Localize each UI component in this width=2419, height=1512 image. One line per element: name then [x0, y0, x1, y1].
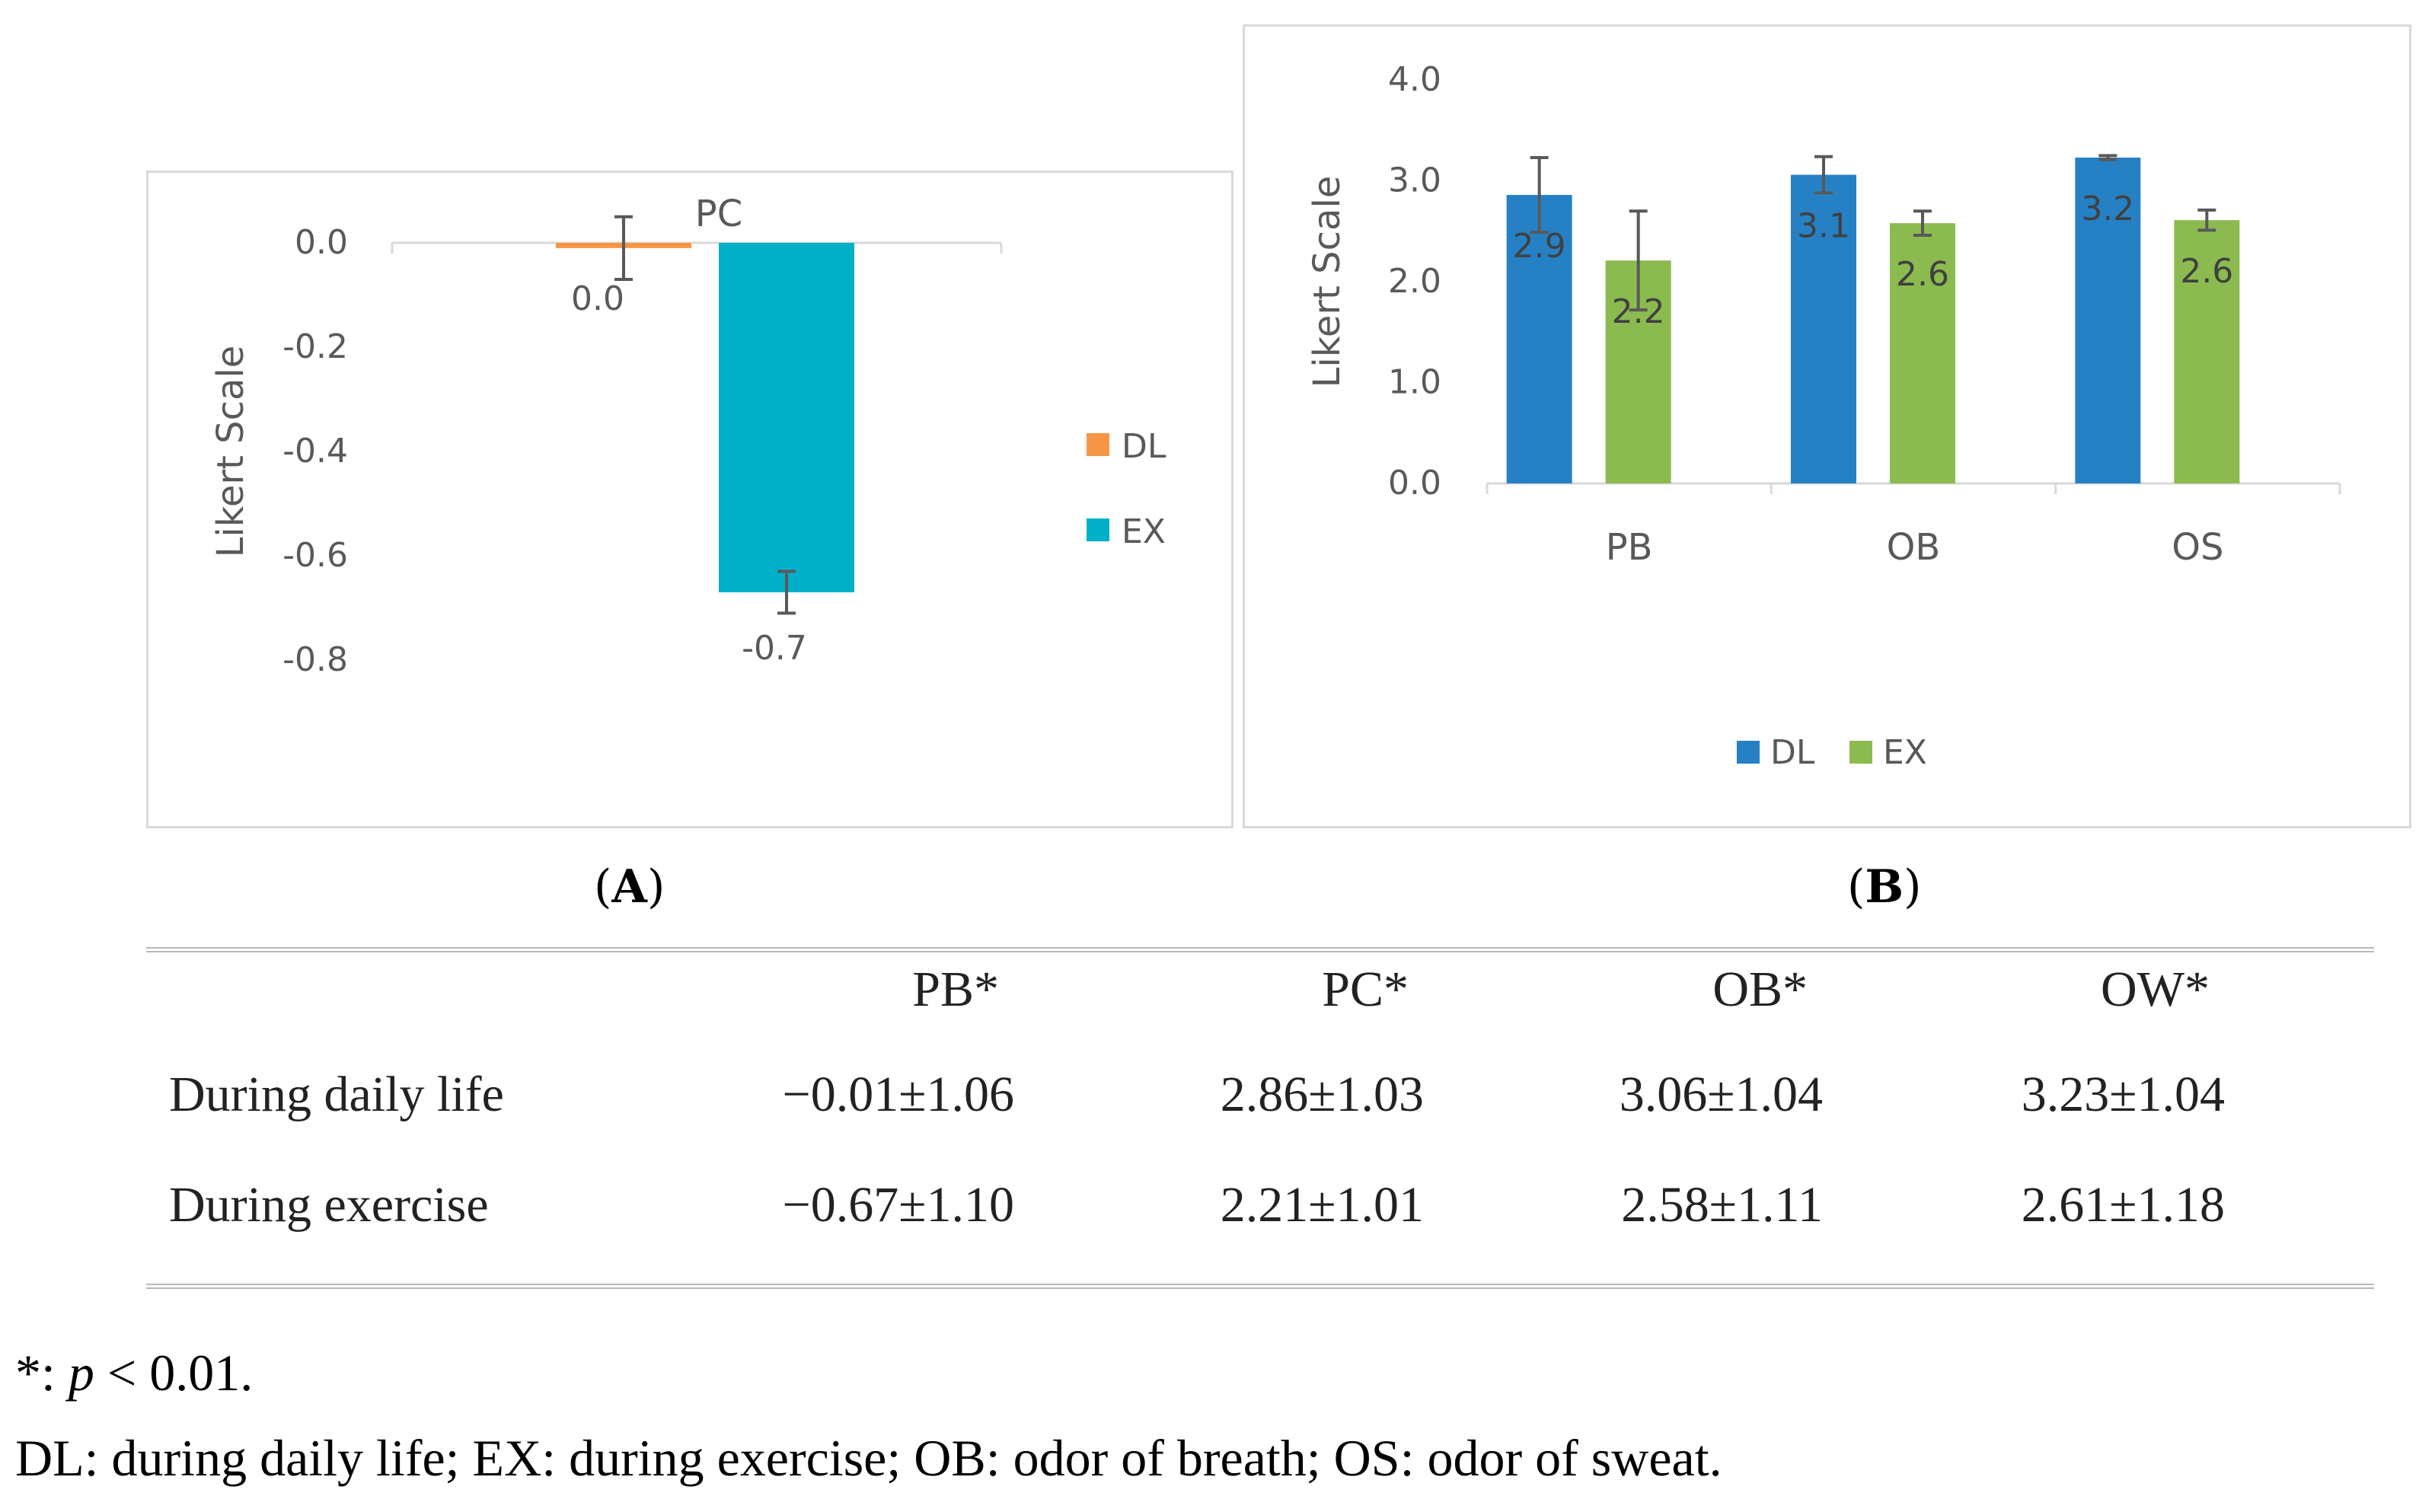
bar-ex: [719, 243, 854, 592]
table-header-pc: PC*: [1322, 962, 1409, 1017]
data-label: 2.6: [1896, 255, 1949, 294]
table-row-label-daily-life: During daily life: [169, 1067, 504, 1122]
table-header-ow: OW*: [2101, 962, 2210, 1017]
panel-label-b: (B): [1847, 860, 1922, 914]
table-cell: 3.06±1.04: [1619, 1067, 1823, 1122]
table-cell: 2.58±1.11: [1621, 1177, 1823, 1233]
data-label: -0.7: [742, 629, 807, 668]
table-header-ob: OB*: [1712, 962, 1808, 1017]
chart-panel-a: 0.0 -0.2 -0.4 -0.6 -0.8 Likert Scale PC 0.0 -0.7…: [146, 171, 1233, 828]
y-tick-label: 1.0: [1388, 363, 1441, 402]
table-cell: 2.21±1.01: [1220, 1177, 1424, 1233]
chart-a-svg: 0.0 -0.2 -0.4 -0.6 -0.8 Likert Scale PC 0.0 -0.7…: [209, 193, 1166, 679]
y-tick-label: 0.0: [1388, 464, 1441, 502]
bar-ex: [2174, 220, 2240, 483]
y-tick-label: 4.0: [1388, 60, 1441, 99]
table-cell: 2.61±1.18: [2021, 1177, 2225, 1233]
data-label: 3.1: [1797, 207, 1850, 246]
chart-title: PC: [695, 193, 742, 235]
table-row-label-exercise: During exercise: [169, 1177, 489, 1233]
y-tick-label: -0.6: [282, 536, 348, 575]
y-tick-label: -0.8: [282, 640, 348, 679]
x-tick-label: PB: [1606, 526, 1653, 569]
significance-rest: < 0.01.: [94, 1344, 254, 1402]
significance-note: *: p < 0.01.: [15, 1343, 253, 1403]
table-header-pb: PB*: [912, 962, 999, 1017]
y-tick-label: 2.0: [1388, 262, 1441, 301]
chart-panel-b: 0.0 1.0 2.0 3.0 4.0 Likert Scale PB 2.9 2.2 OB 3.1…: [1243, 24, 2411, 828]
legend-label-ex: EX: [1883, 733, 1927, 772]
legend-swatch-ex: [1087, 518, 1109, 541]
legend-swatch-dl: [1087, 433, 1109, 456]
y-axis-title: Likert Scale: [209, 346, 252, 558]
bar-dl: [2075, 158, 2141, 483]
legend-swatch-ex: [1849, 741, 1872, 764]
significance-star: *:: [15, 1344, 69, 1402]
y-tick-label: -0.4: [282, 432, 348, 471]
bar-dl: [1791, 174, 1856, 484]
legend-label-dl: DL: [1122, 427, 1166, 466]
bar-dl: [1506, 195, 1572, 483]
significance-p: p: [68, 1344, 94, 1402]
table-top-rule: [146, 947, 2374, 952]
panel-label-a: (A): [594, 860, 665, 914]
table-cell: −0.01±1.06: [782, 1067, 1014, 1122]
x-tick-label: OB: [1887, 526, 1941, 569]
data-label: 2.9: [1513, 227, 1566, 266]
data-label: 0.0: [571, 279, 624, 318]
panel-label-b-letter: B: [1865, 860, 1904, 914]
y-axis-title: Likert Scale: [1306, 176, 1348, 388]
x-tick-label: OS: [2172, 526, 2223, 569]
table-bottom-rule: [146, 1284, 2374, 1289]
table-cell: 3.23±1.04: [2021, 1067, 2225, 1122]
bar-ex: [1890, 223, 1955, 483]
table-cell: 2.86±1.03: [1220, 1067, 1424, 1122]
data-label: 2.2: [1612, 292, 1665, 331]
y-tick-label: 3.0: [1388, 161, 1441, 200]
legend-label-dl: DL: [1770, 733, 1815, 772]
legend-swatch-dl: [1737, 741, 1760, 764]
panel-label-a-letter: A: [611, 860, 647, 914]
data-label: 2.6: [2180, 252, 2233, 291]
data-label: 3.2: [2081, 190, 2134, 228]
table-cell: −0.67±1.10: [782, 1177, 1014, 1233]
legend-label-ex: EX: [1122, 512, 1166, 551]
y-tick-label: 0.0: [295, 223, 348, 262]
chart-b-svg: 0.0 1.0 2.0 3.0 4.0 Likert Scale PB 2.9 2.2 OB 3.1…: [1306, 60, 2341, 772]
y-tick-label: -0.2: [282, 327, 348, 366]
abbreviation-note: DL: during daily life; EX: during exerci…: [15, 1429, 1722, 1487]
